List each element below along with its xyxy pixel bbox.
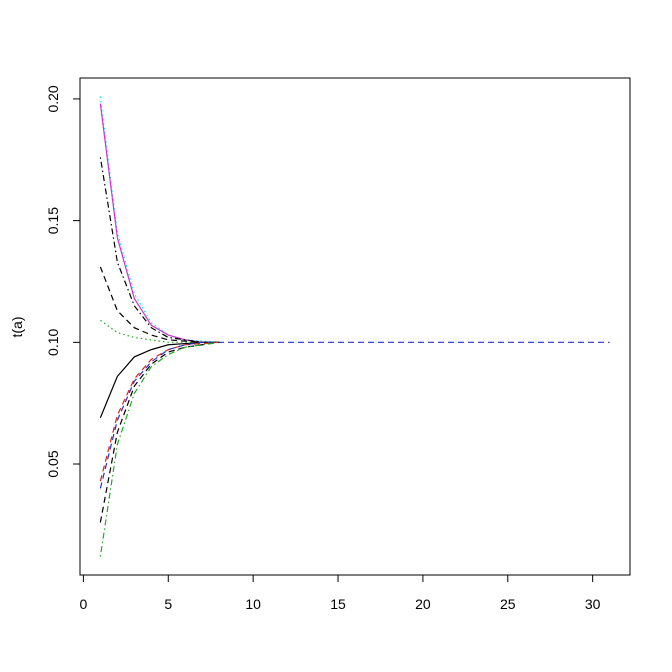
y-tick-label: 0.20: [45, 85, 61, 112]
x-tick-label: 0: [79, 596, 87, 612]
series-line: [99, 266, 220, 343]
y-tick-label: 0.15: [45, 207, 61, 234]
series-line: [99, 341, 220, 418]
plot-box: [79, 77, 631, 576]
series-line: [99, 341, 610, 489]
series-line: [99, 341, 220, 557]
x-tick-label: 5: [164, 596, 172, 612]
series-line: [99, 103, 220, 343]
series-line: [99, 96, 220, 343]
x-tick-label: 15: [330, 596, 346, 612]
series-line: [99, 157, 220, 343]
x-tick-label: 20: [415, 596, 431, 612]
x-tick-label: 25: [500, 596, 516, 612]
y-axis-label: t(a): [9, 317, 25, 338]
x-tick-label: 30: [585, 596, 601, 612]
series-line: [99, 341, 220, 482]
y-tick-label: 0.05: [45, 450, 61, 477]
series-line: [99, 341, 220, 523]
y-tick-label: 0.10: [45, 328, 61, 355]
x-tick-label: 10: [245, 596, 261, 612]
series-line: [100, 319, 220, 343]
